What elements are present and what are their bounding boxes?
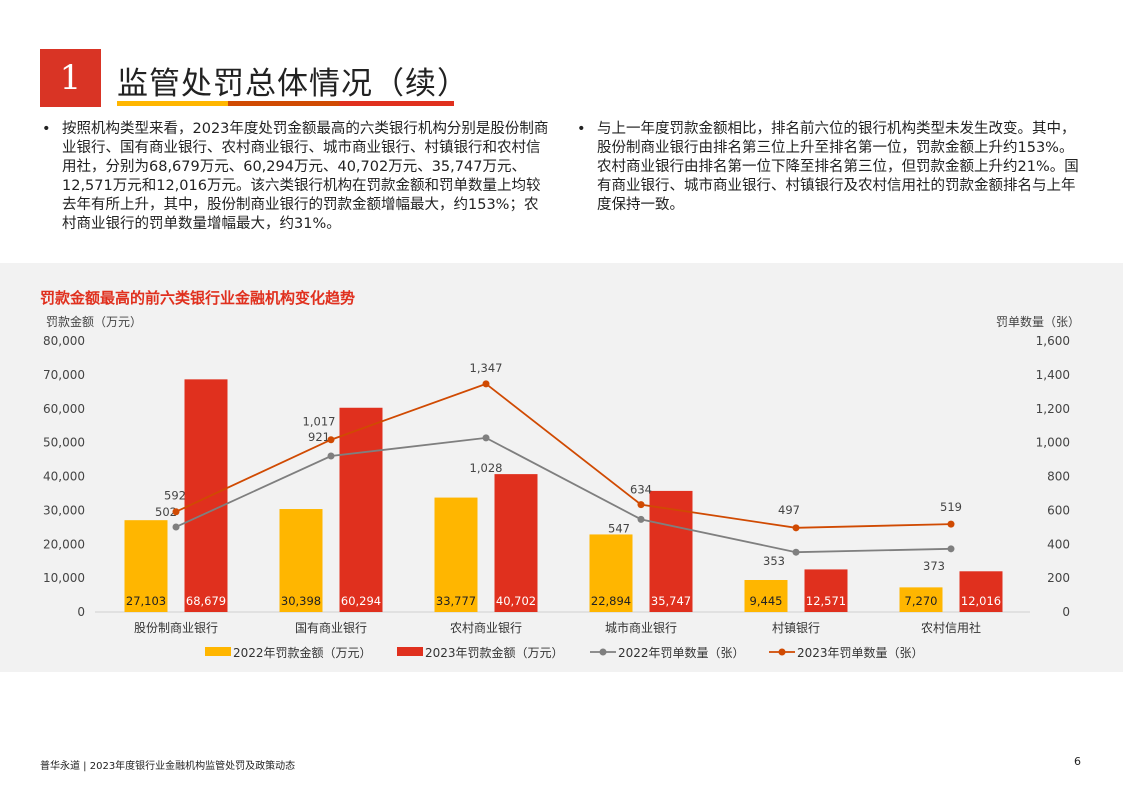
bar (959, 571, 1003, 612)
series-line (175, 382, 952, 529)
bar (899, 587, 943, 612)
bar (744, 580, 788, 612)
line-value-label: 592 (164, 489, 186, 503)
left-axis-title: 罚款金额（万元） (46, 315, 143, 329)
legend-swatch (205, 647, 231, 656)
line-value-label: 519 (940, 500, 962, 514)
y2-tick-label: 400 (1047, 537, 1070, 551)
y2-tick-label: 1,200 (1036, 402, 1070, 416)
bar-value-label: 22,894 (591, 594, 631, 608)
bar-value-label: 35,747 (651, 594, 691, 608)
x-tick-label: 股份制商业银行 (134, 620, 218, 635)
section-number: 1 (40, 49, 101, 107)
line-point (792, 524, 800, 532)
y2-tick-label: 800 (1047, 470, 1070, 484)
y-tick-label: 70,000 (43, 368, 85, 382)
series-line (175, 436, 952, 554)
left-bullet: 按照机构类型来看，2023年度处罚金额最高的六类银行机构分别是股份制商业银行、国… (42, 120, 552, 234)
bar-value-label: 30,398 (281, 594, 321, 608)
line-point (637, 501, 645, 509)
bar-value-label: 7,270 (905, 594, 938, 608)
bar-value-label: 60,294 (341, 594, 381, 608)
line-value-label: 373 (923, 559, 945, 573)
line-value-label: 1,347 (470, 361, 503, 375)
bar (124, 520, 168, 612)
line-point (172, 508, 180, 516)
y-tick-label: 40,000 (43, 470, 85, 484)
legend-marker (778, 648, 786, 656)
line-point (947, 520, 955, 528)
line-value-label: 921 (308, 430, 330, 444)
y2-tick-label: 600 (1047, 503, 1070, 517)
x-tick-label: 农村商业银行 (450, 620, 522, 635)
line-point (327, 436, 335, 444)
legend-label: 2022年罚款金额（万元） (233, 645, 372, 660)
line-value-label: 547 (608, 521, 630, 535)
y-tick-label: 10,000 (43, 571, 85, 585)
bar (494, 474, 538, 612)
chart: 0 10,000 20,000 30,000 40,000 50,000 60,000 70,… (43, 334, 1070, 660)
line-value-label: 634 (630, 483, 652, 497)
y-tick-label: 0 (77, 605, 85, 619)
x-tick-label: 城市商业银行 (605, 620, 677, 635)
bar (434, 497, 478, 612)
x-tick-label: 国有商业银行 (295, 620, 367, 635)
x-tick-label: 农村信用社 (921, 620, 981, 635)
bar (279, 509, 323, 612)
line-point (792, 548, 800, 556)
y2-tick-label: 200 (1047, 571, 1070, 585)
legend-label: 2023年罚款金额（万元） (425, 645, 564, 660)
legend-swatch (397, 647, 423, 656)
line-point (172, 523, 180, 531)
right-bullet: 与上一年度罚款金额相比，排名前六位的银行机构类型未发生改变。其中，股份制商业银行… (577, 120, 1085, 215)
bar (339, 407, 383, 612)
chart-title: 罚款金额最高的前六类银行业金融机构变化趋势 (40, 289, 356, 307)
bar-value-label: 12,016 (961, 594, 1001, 608)
line-point (637, 515, 645, 523)
bar-value-label: 40,702 (496, 594, 536, 608)
bar (804, 569, 848, 612)
right-column: 与上一年度罚款金额相比，排名前六位的银行机构类型未发生改变。其中，股份制商业银行… (575, 120, 1085, 215)
title-underline (117, 101, 454, 106)
footer-text: 普华永道 | 2023年度银行业金融机构监管处罚及政策动态 (40, 761, 296, 772)
line-value-label: 353 (763, 554, 785, 568)
x-tick-label: 村镇银行 (772, 621, 820, 635)
legend-label: 2022年罚单数量（张） (618, 645, 745, 660)
line-value-label: 1,028 (470, 461, 503, 475)
line-value-label: 1,017 (303, 415, 336, 429)
line-point (482, 434, 490, 442)
bar-value-label: 9,445 (750, 594, 783, 608)
y2-tick-label: 1,000 (1036, 436, 1070, 450)
line-value-label: 502 (155, 505, 177, 519)
y-tick-label: 50,000 (43, 436, 85, 450)
y-tick-label: 30,000 (43, 503, 85, 517)
y-tick-label: 60,000 (43, 402, 85, 416)
page-number: 6 (1074, 755, 1081, 768)
bar-value-label: 33,777 (436, 594, 476, 608)
left-column: 按照机构类型来看，2023年度处罚金额最高的六类银行机构分别是股份制商业银行、国… (40, 120, 552, 234)
bar-value-label: 68,679 (186, 594, 226, 608)
page-title: 监管处罚总体情况（续） (117, 66, 469, 102)
legend-marker (599, 648, 607, 656)
y2-tick-label: 1,400 (1036, 368, 1070, 382)
y-tick-label: 20,000 (43, 537, 85, 551)
y-tick-label: 80,000 (43, 334, 85, 348)
line-point (482, 380, 490, 388)
bar (184, 379, 228, 612)
line-value-label: 497 (778, 503, 800, 517)
y2-tick-label: 1,600 (1036, 334, 1070, 348)
bar (589, 534, 633, 612)
bar-value-label: 12,571 (806, 594, 846, 608)
line-point (947, 545, 955, 553)
bar-value-label: 27,103 (126, 594, 166, 608)
y2-tick-label: 0 (1062, 605, 1070, 619)
right-axis-title: 罚单数量（张） (996, 315, 1081, 329)
line-point (327, 452, 335, 460)
legend-label: 2023年罚单数量（张） (797, 645, 924, 660)
